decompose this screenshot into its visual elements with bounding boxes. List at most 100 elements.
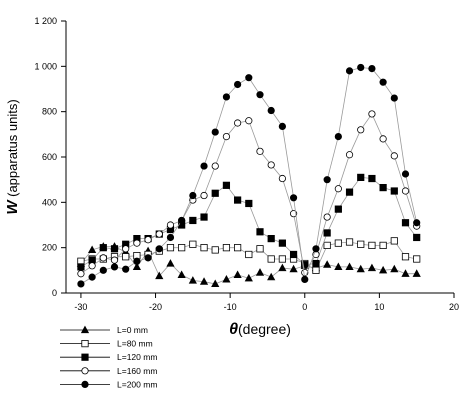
data-point: [188, 276, 197, 284]
data-point: [88, 262, 96, 270]
data-point: [289, 194, 298, 202]
data-point: [289, 250, 298, 259]
data-point: [413, 233, 421, 242]
data-point: [412, 269, 421, 277]
data-point: [390, 264, 399, 273]
x-tick-label: -20: [149, 302, 162, 312]
data-point: [245, 117, 253, 125]
x-tick-label: -30: [74, 302, 87, 312]
y-axis-unit: (apparatus units): [5, 99, 20, 200]
data-point: [200, 191, 208, 200]
legend-marker: [81, 339, 89, 348]
data-point: [334, 262, 343, 271]
legend-label: L=120 mm: [117, 352, 157, 362]
data-point: [345, 188, 354, 196]
data-point: [345, 238, 354, 246]
data-point: [379, 241, 387, 249]
data-point: [368, 241, 376, 249]
data-point: [368, 110, 376, 118]
data-point: [301, 261, 309, 269]
ticks: 0 200 400 600 800 1 000 1 200 -30 -20 -10 0 10 20: [34, 16, 459, 312]
data-point: [345, 151, 354, 159]
data-point: [334, 239, 342, 247]
data-point: [256, 91, 264, 99]
data-point: [267, 234, 275, 243]
data-point: [110, 245, 119, 253]
y-tick-label: 600: [42, 152, 57, 162]
legend-marker: [80, 325, 90, 334]
data-point: [110, 263, 119, 271]
data-point: [211, 128, 219, 136]
x-axis-label: θ(degree): [229, 321, 291, 338]
data-point: [77, 263, 85, 271]
data-point: [413, 219, 421, 227]
data-point: [368, 174, 376, 183]
data-point: [99, 266, 107, 274]
data-point: [133, 257, 141, 265]
data-point: [189, 191, 197, 200]
data-point: [390, 237, 398, 245]
legend-label: L=200 mm: [117, 379, 157, 389]
data-point: [334, 205, 342, 213]
data-point: [278, 263, 287, 272]
data-point: [390, 187, 398, 195]
data-point: [379, 265, 388, 274]
x-tick-label: 0: [302, 302, 307, 312]
data-point: [155, 271, 164, 280]
data-point: [368, 65, 376, 73]
data-point: [233, 270, 242, 278]
data-point: [401, 187, 410, 195]
y-axis-symbol: W: [4, 199, 21, 215]
data-point: [267, 272, 276, 281]
y-tick-label: 1 200: [34, 16, 57, 26]
x-tick-label: 10: [374, 302, 384, 312]
y-tick-label: 800: [42, 107, 57, 117]
data-point: [144, 236, 152, 244]
data-point: [356, 264, 365, 273]
data-point: [323, 213, 331, 221]
data-point: [278, 174, 286, 183]
data-point: [199, 277, 209, 285]
y-tick-label: 200: [42, 243, 57, 253]
data-point: [312, 259, 320, 268]
data-point: [200, 244, 208, 252]
data-point: [323, 241, 331, 249]
data-point: [122, 265, 130, 273]
data-point: [155, 245, 163, 253]
data-point: [301, 275, 309, 283]
data-point: [222, 274, 231, 283]
data-point: [77, 270, 85, 278]
data-point: [267, 255, 275, 263]
data-point: [122, 253, 130, 261]
data-point: [222, 244, 231, 252]
series-circle-open: [77, 110, 421, 278]
data-point: [323, 176, 331, 184]
data-point: [234, 196, 242, 204]
data-point: [278, 255, 286, 263]
data-point: [88, 273, 96, 281]
data-point: [267, 106, 275, 115]
data-point: [132, 262, 141, 271]
data-point: [278, 239, 286, 247]
data-point: [345, 262, 354, 271]
data-point: [312, 266, 320, 274]
data-point: [357, 63, 365, 72]
data-point: [267, 161, 275, 169]
data-point: [379, 183, 387, 192]
y-axis-label: W (apparatus units): [4, 99, 21, 214]
data-point: [211, 162, 219, 170]
legend-label: L=80 mm: [117, 339, 153, 349]
data-point: [245, 74, 253, 82]
data-point: [155, 230, 163, 238]
data-point: [345, 67, 354, 75]
data-point: [278, 122, 286, 131]
data-point: [367, 263, 377, 272]
x-tick-label: -10: [224, 302, 237, 312]
data-point: [178, 244, 186, 252]
legend: L=0 mm L=80 mm L=120 mm L=160 mm L=200 mm: [60, 325, 157, 389]
data-point: [189, 240, 197, 248]
x-tick-label: 20: [449, 302, 459, 312]
data-point: [334, 133, 342, 141]
legend-label: L=160 mm: [117, 366, 157, 376]
data-point: [99, 254, 107, 262]
